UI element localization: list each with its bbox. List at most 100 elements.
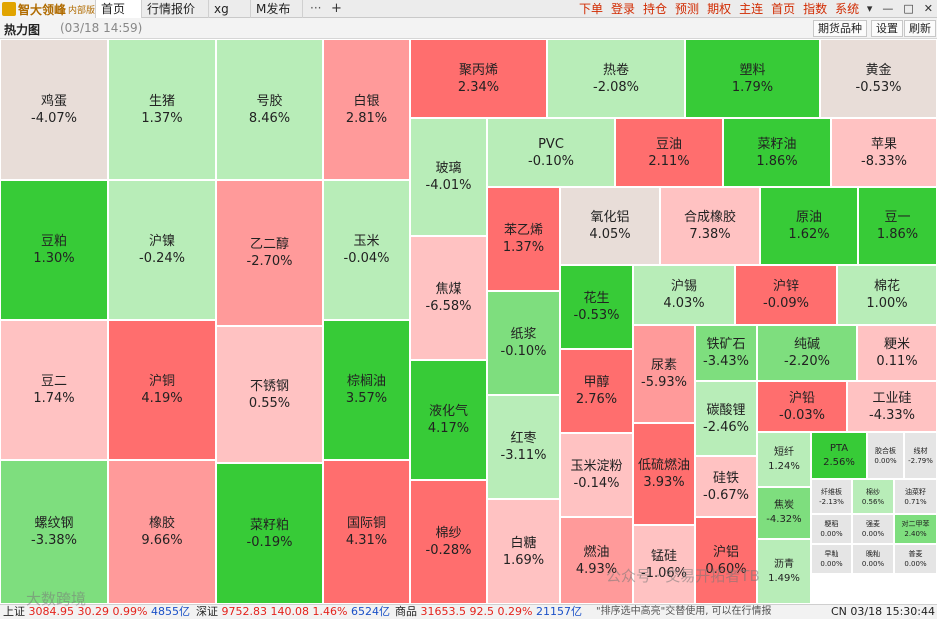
heatmap-cell[interactable]: 豆一 1.86% bbox=[858, 187, 937, 265]
settings-button[interactable]: 设置 bbox=[871, 20, 903, 37]
heatmap-cell[interactable]: 早籼 0.00% bbox=[811, 544, 852, 574]
heatmap-cell[interactable]: 纤维板 -2.13% bbox=[811, 479, 852, 514]
heatmap-cell[interactable]: PVC -0.10% bbox=[487, 118, 615, 187]
tab-m-publish[interactable]: M发布 bbox=[251, 0, 303, 18]
heatmap-cell[interactable]: 碳酸锂 -2.46% bbox=[695, 381, 757, 456]
nav-system[interactable]: 系统 bbox=[835, 2, 860, 16]
heatmap-cell[interactable]: 纸浆 -0.10% bbox=[487, 291, 560, 395]
nav-order[interactable]: 下单 bbox=[579, 2, 604, 16]
minimize-icon[interactable]: — bbox=[882, 2, 894, 15]
heatmap-cell[interactable]: 沥青 1.49% bbox=[757, 539, 811, 604]
nav-forecast[interactable]: 预测 bbox=[675, 2, 700, 16]
heatmap-cell[interactable]: 鸡蛋 -4.07% bbox=[0, 39, 108, 180]
heatmap-cell[interactable]: 国际铜 4.31% bbox=[323, 460, 410, 604]
heatmap-cell[interactable]: 合成橡胶 7.38% bbox=[660, 187, 760, 265]
heatmap-cell[interactable]: 强麦 0.00% bbox=[852, 514, 894, 544]
heatmap-cell[interactable]: 菜籽粕 -0.19% bbox=[216, 463, 323, 604]
cell-name: 沪锡 bbox=[670, 279, 697, 294]
heatmap-cell[interactable]: 橡胶 9.66% bbox=[108, 460, 216, 604]
heatmap-cell[interactable]: 粳米 0.11% bbox=[857, 325, 937, 381]
heatmap-cell[interactable]: 工业硅 -4.33% bbox=[847, 381, 937, 432]
heatmap-cell[interactable]: 铁矿石 -3.43% bbox=[695, 325, 757, 381]
shenzhen-index[interactable]: 深证 9752.83 140.08 1.46% 6524亿 bbox=[196, 605, 390, 619]
index-pct: 0.99% bbox=[112, 605, 148, 618]
heatmap-cell[interactable]: PTA 2.56% bbox=[811, 432, 867, 479]
futures-variety-button[interactable]: 期货品种 bbox=[813, 20, 867, 37]
heatmap-cell[interactable]: 沪铅 -0.03% bbox=[757, 381, 847, 432]
heatmap-cell[interactable]: 不锈钢 0.55% bbox=[216, 326, 323, 463]
heatmap-cell[interactable]: 沪锡 4.03% bbox=[633, 265, 735, 325]
heatmap-cell[interactable]: 菜籽油 1.86% bbox=[723, 118, 831, 187]
heatmap-cell[interactable]: 白糖 1.69% bbox=[487, 499, 560, 604]
heatmap-cell[interactable]: 纯碱 -2.20% bbox=[757, 325, 857, 381]
heatmap-cell[interactable]: 普麦 0.00% bbox=[894, 544, 937, 574]
heatmap-cell[interactable]: 螺纹钢 -3.38% bbox=[0, 460, 108, 604]
heatmap-cell[interactable]: 沪镍 -0.24% bbox=[108, 180, 216, 320]
heatmap-cell[interactable]: 胶合板 0.00% bbox=[867, 432, 904, 479]
shanghai-index[interactable]: 上证 3084.95 30.29 0.99% 4855亿 bbox=[3, 605, 190, 619]
nav-index[interactable]: 指数 bbox=[803, 2, 828, 16]
nav-main-contract[interactable]: 主连 bbox=[739, 2, 764, 16]
heatmap-cell[interactable]: 液化气 4.17% bbox=[410, 360, 487, 480]
cell-name: 国际铜 bbox=[346, 516, 386, 531]
heatmap-cell[interactable]: 线材 -2.79% bbox=[904, 432, 937, 479]
heatmap-cell[interactable]: 甲醇 2.76% bbox=[560, 349, 633, 433]
heatmap-cell[interactable]: 豆二 1.74% bbox=[0, 320, 108, 460]
add-tab-button[interactable]: + bbox=[331, 1, 342, 16]
heatmap-cell[interactable]: 苹果 -8.33% bbox=[831, 118, 937, 187]
heatmap-cell[interactable]: 豆粕 1.30% bbox=[0, 180, 108, 320]
heatmap-cell[interactable]: 玻璃 -4.01% bbox=[410, 118, 487, 236]
heatmap-cell[interactable]: 玉米 -0.04% bbox=[323, 180, 410, 320]
heatmap-cell[interactable]: 油菜籽 0.71% bbox=[894, 479, 937, 514]
cell-name: 焦煤 bbox=[435, 282, 462, 297]
tab-home[interactable]: 首页✕ bbox=[96, 0, 142, 34]
close-window-icon[interactable]: ✕ bbox=[923, 2, 933, 15]
nav-positions[interactable]: 持仓 bbox=[643, 2, 668, 16]
heatmap-cell[interactable]: 白银 2.81% bbox=[323, 39, 410, 180]
cell-name: 花生 bbox=[583, 291, 610, 306]
nav-login[interactable]: 登录 bbox=[611, 2, 636, 16]
heatmap-cell[interactable]: 燃油 4.93% bbox=[560, 517, 633, 604]
heatmap-cell[interactable]: 豆油 2.11% bbox=[615, 118, 723, 187]
nav-options[interactable]: 期权 bbox=[707, 2, 732, 16]
heatmap-cell[interactable]: 生猪 1.37% bbox=[108, 39, 216, 180]
heatmap-cell[interactable]: 焦煤 -6.58% bbox=[410, 236, 487, 360]
heatmap-cell[interactable]: 聚丙烯 2.34% bbox=[410, 39, 547, 118]
heatmap-cell[interactable]: 热卷 -2.08% bbox=[547, 39, 685, 118]
heatmap-cell[interactable]: 原油 1.62% bbox=[760, 187, 858, 265]
heatmap-cell[interactable]: 沪锌 -0.09% bbox=[735, 265, 837, 325]
window-menu-icon[interactable]: ▾ bbox=[866, 2, 873, 15]
heatmap-cell[interactable]: 红枣 -3.11% bbox=[487, 395, 560, 499]
tab-xg[interactable]: xg bbox=[209, 0, 251, 18]
refresh-button[interactable]: 刷新 bbox=[904, 20, 936, 37]
heatmap-cell[interactable]: 棉花 1.00% bbox=[837, 265, 937, 325]
commodity-index[interactable]: 商品 31653.5 92.5 0.29% 21157亿 bbox=[395, 605, 582, 619]
heatmap-cell[interactable]: 短纤 1.24% bbox=[757, 432, 811, 487]
heatmap-cell[interactable]: 苯乙烯 1.37% bbox=[487, 187, 560, 291]
heatmap-cell[interactable]: 氧化铝 4.05% bbox=[560, 187, 660, 265]
heatmap-cell[interactable]: 对二甲苯 2.40% bbox=[894, 514, 937, 544]
more-tabs-button[interactable]: ··· bbox=[310, 1, 322, 15]
heatmap-cell[interactable]: 棉纱 -0.28% bbox=[410, 480, 487, 604]
tab-quotes[interactable]: 行情报价 bbox=[142, 0, 209, 18]
heatmap-cell[interactable]: 锰硅 -1.06% bbox=[633, 525, 695, 604]
heatmap-cell[interactable]: 沪铝 0.60% bbox=[695, 517, 757, 604]
heatmap-cell[interactable]: 焦炭 -4.32% bbox=[757, 487, 811, 539]
heatmap-cell[interactable]: 晚籼 0.00% bbox=[852, 544, 894, 574]
heatmap-cell[interactable]: 花生 -0.53% bbox=[560, 265, 633, 349]
heatmap-cell[interactable]: 棕榈油 3.57% bbox=[323, 320, 410, 460]
heatmap-cell[interactable]: 低硫燃油 3.93% bbox=[633, 423, 695, 525]
maximize-icon[interactable]: □ bbox=[903, 2, 914, 15]
heatmap-cell[interactable]: 尿素 -5.93% bbox=[633, 325, 695, 423]
heatmap-cell[interactable]: 塑料 1.79% bbox=[685, 39, 820, 118]
heatmap-cell[interactable]: 黄金 -0.53% bbox=[820, 39, 937, 118]
nav-home[interactable]: 首页 bbox=[771, 2, 796, 16]
heatmap-cell[interactable]: 玉米淀粉 -0.14% bbox=[560, 433, 633, 517]
heatmap-cell[interactable]: 硅铁 -0.67% bbox=[695, 456, 757, 517]
heatmap-cell[interactable]: 粳稻 0.00% bbox=[811, 514, 852, 544]
heatmap-cell[interactable]: 号胶 8.46% bbox=[216, 39, 323, 180]
heatmap-cell[interactable]: 乙二醇 -2.70% bbox=[216, 180, 323, 326]
heatmap-cell[interactable]: 棉纱 0.56% bbox=[852, 479, 894, 514]
cell-change: -4.32% bbox=[766, 514, 802, 525]
heatmap-cell[interactable]: 沪铜 4.19% bbox=[108, 320, 216, 460]
